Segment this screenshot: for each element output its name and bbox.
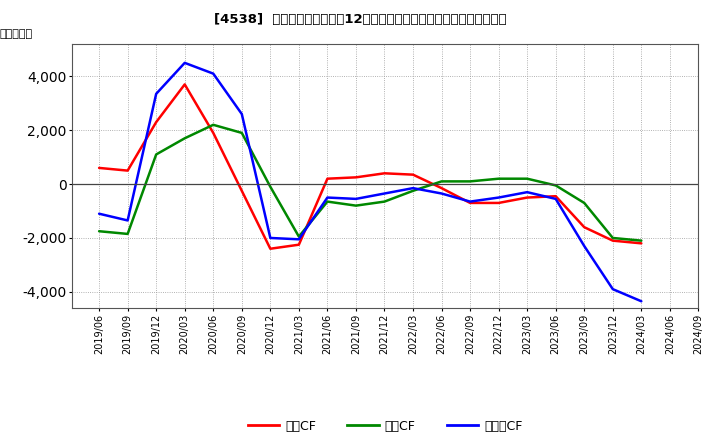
投賃CF [238, 130, 246, 136]
フリーCF [466, 199, 474, 204]
営業CF [637, 241, 646, 246]
フリーCF [266, 235, 274, 241]
投賃CF [608, 235, 617, 241]
営業CF [523, 195, 531, 200]
投賃CF [351, 203, 360, 208]
フリーCF [580, 243, 588, 249]
Text: [4538]  キャッシュフローの12か月移動合計の対前年同期増減額の推移: [4538] キャッシュフローの12か月移動合計の対前年同期増減額の推移 [214, 13, 506, 26]
投賃CF [95, 229, 104, 234]
フリーCF [409, 186, 418, 191]
投賃CF [323, 199, 332, 204]
フリーCF [238, 111, 246, 117]
フリーCF [323, 195, 332, 200]
営業CF [495, 200, 503, 205]
フリーCF [181, 60, 189, 66]
営業CF [580, 224, 588, 230]
フリーCF [637, 299, 646, 304]
投賃CF [294, 234, 303, 239]
営業CF [351, 175, 360, 180]
Line: 営業CF: 営業CF [99, 84, 642, 249]
投賃CF [437, 179, 446, 184]
Line: 投賃CF: 投賃CF [99, 125, 642, 241]
フリーCF [123, 218, 132, 223]
Y-axis label: （百万円）: （百万円） [0, 29, 32, 39]
投賃CF [266, 184, 274, 189]
営業CF [437, 186, 446, 191]
投賃CF [209, 122, 217, 128]
フリーCF [495, 195, 503, 200]
フリーCF [523, 190, 531, 195]
営業CF [409, 172, 418, 177]
フリーCF [437, 191, 446, 196]
営業CF [266, 246, 274, 251]
営業CF [238, 188, 246, 194]
フリーCF [552, 196, 560, 202]
Line: フリーCF: フリーCF [99, 63, 642, 301]
営業CF [323, 176, 332, 181]
営業CF [123, 168, 132, 173]
フリーCF [608, 286, 617, 292]
営業CF [209, 130, 217, 136]
フリーCF [380, 191, 389, 196]
フリーCF [351, 196, 360, 202]
営業CF [294, 242, 303, 247]
営業CF [380, 171, 389, 176]
投賃CF [380, 199, 389, 204]
投賃CF [409, 188, 418, 194]
営業CF [466, 200, 474, 205]
Legend: 営業CF, 投賃CF, フリーCF: 営業CF, 投賃CF, フリーCF [243, 414, 528, 437]
投賃CF [181, 136, 189, 141]
フリーCF [152, 91, 161, 96]
投賃CF [637, 238, 646, 243]
投賃CF [580, 200, 588, 205]
投賃CF [123, 231, 132, 237]
営業CF [552, 194, 560, 199]
営業CF [608, 238, 617, 243]
投賃CF [152, 152, 161, 157]
営業CF [152, 120, 161, 125]
フリーCF [294, 237, 303, 242]
投賃CF [552, 183, 560, 188]
投賃CF [495, 176, 503, 181]
営業CF [95, 165, 104, 171]
フリーCF [95, 211, 104, 216]
投賃CF [523, 176, 531, 181]
営業CF [181, 82, 189, 87]
フリーCF [209, 71, 217, 76]
投賃CF [466, 179, 474, 184]
